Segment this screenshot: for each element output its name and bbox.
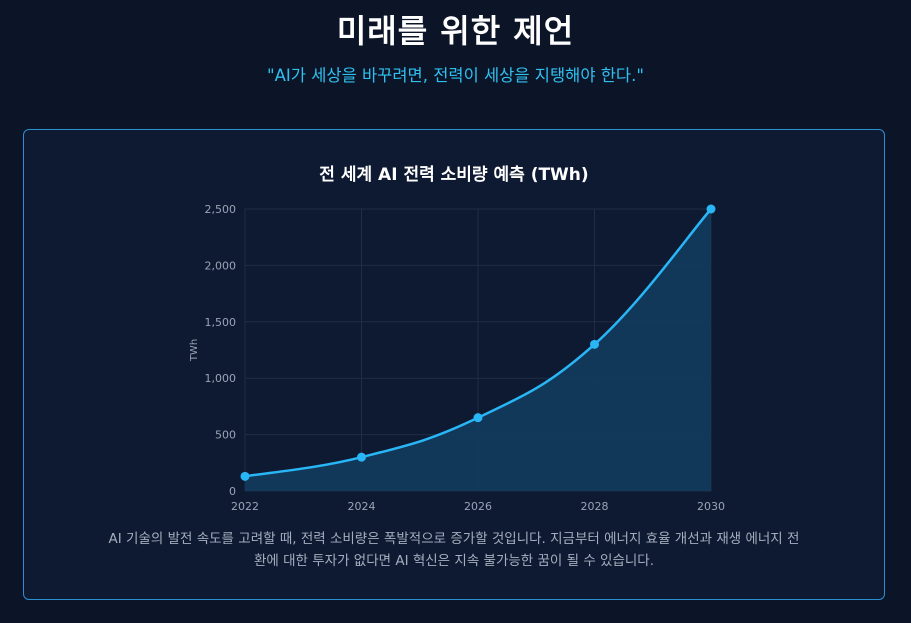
x-tick-label: 2030 [697, 500, 725, 513]
data-point [706, 204, 716, 214]
data-point [590, 339, 599, 349]
x-tick-label: 2026 [464, 500, 492, 513]
x-tick-label: 2028 [581, 500, 609, 513]
chart-card: 전 세계 AI 전력 소비량 예측 (TWh) 0 500 1,000 1,500 2,… [23, 129, 885, 600]
y-axis-label: TWh [189, 339, 200, 362]
data-point [473, 413, 483, 423]
data-point [240, 471, 250, 481]
page-title: 미래를 위한 제언 [336, 12, 575, 50]
page-subtitle-quote: "AI가 세상을 바꾸려면, 전력이 세상을 지탱해야 한다." [267, 66, 644, 85]
x-tick-label: 2024 [348, 500, 376, 513]
y-tick-label: 0 [229, 485, 236, 498]
series-line [244, 208, 712, 478]
x-tick-label: 2022 [231, 500, 259, 513]
chart-description: AI 기술의 발전 속도를 고려할 때, 전력 소비량은 폭발적으로 증가할 것… [108, 531, 800, 569]
y-tick-label: 1,000 [205, 372, 237, 385]
chart-title: 전 세계 AI 전력 소비량 예측 (TWh) [319, 165, 589, 185]
series-area [245, 209, 711, 491]
y-tick-label: 1,500 [205, 316, 237, 329]
y-tick-label: 2,500 [205, 203, 237, 216]
data-point [357, 452, 366, 462]
y-tick-label: 2,000 [205, 259, 237, 272]
y-tick-label: 500 [215, 429, 236, 442]
chart-svg: 0 500 1,000 1,500 2,000 2,500 2022 2024 2026 2028… [189, 203, 725, 513]
